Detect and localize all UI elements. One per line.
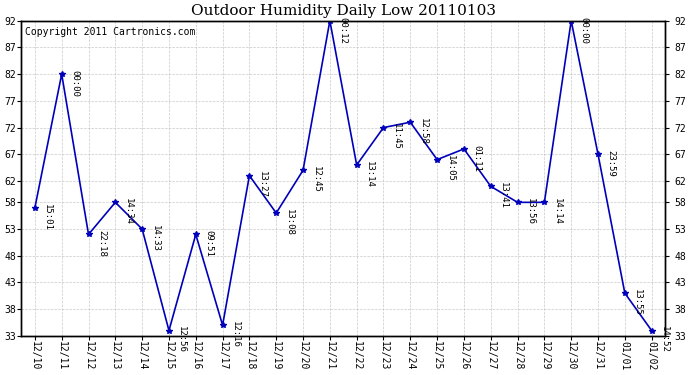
Text: 12:16: 12:16: [231, 321, 240, 348]
Text: 14:34: 14:34: [124, 198, 132, 225]
Text: 00:00: 00:00: [70, 70, 79, 97]
Text: 13:41: 13:41: [499, 182, 508, 209]
Text: 14:05: 14:05: [446, 156, 455, 182]
Text: 22:18: 22:18: [97, 230, 106, 257]
Text: 09:51: 09:51: [204, 230, 213, 257]
Text: 12:45: 12:45: [311, 166, 320, 193]
Text: 01:11: 01:11: [472, 145, 481, 172]
Text: 13:08: 13:08: [284, 209, 293, 236]
Text: 00:12: 00:12: [338, 16, 347, 44]
Title: Outdoor Humidity Daily Low 20110103: Outdoor Humidity Daily Low 20110103: [190, 4, 495, 18]
Text: 15:01: 15:01: [43, 204, 52, 230]
Text: 12:58: 12:58: [419, 118, 428, 145]
Text: 14:33: 14:33: [150, 225, 159, 252]
Text: 14:52: 14:52: [660, 326, 669, 353]
Text: 00:00: 00:00: [580, 16, 589, 44]
Text: 13:55: 13:55: [633, 289, 642, 316]
Text: 12:56: 12:56: [177, 326, 186, 353]
Text: 13:27: 13:27: [258, 171, 267, 198]
Text: 13:56: 13:56: [526, 198, 535, 225]
Text: 11:45: 11:45: [392, 123, 401, 150]
Text: 13:14: 13:14: [365, 161, 374, 188]
Text: 14:14: 14:14: [553, 198, 562, 225]
Text: 23:59: 23:59: [607, 150, 615, 177]
Text: Copyright 2011 Cartronics.com: Copyright 2011 Cartronics.com: [25, 27, 195, 37]
